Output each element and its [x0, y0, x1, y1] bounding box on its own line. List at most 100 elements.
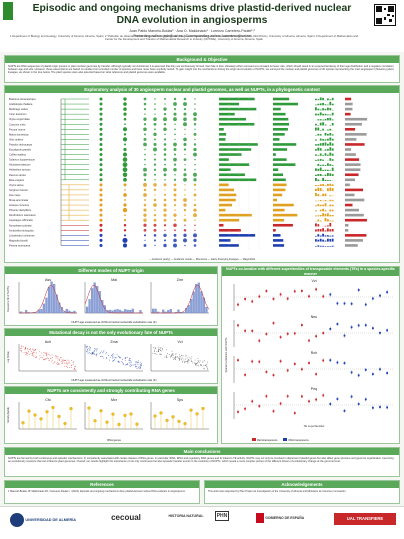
scatter-point	[129, 365, 131, 367]
hist-bar	[315, 184, 317, 187]
scatter-point	[71, 360, 72, 362]
scatter-point	[174, 353, 176, 355]
scatter-point	[31, 355, 33, 357]
bubble	[183, 117, 187, 122]
hist-bar	[317, 245, 320, 247]
hist-bar	[317, 147, 320, 151]
species-label: Malus domestica	[9, 132, 29, 136]
scatter-point	[207, 361, 208, 363]
bubble	[143, 193, 147, 197]
te-point	[336, 323, 339, 325]
scatter-point	[177, 357, 179, 359]
species-label: Musa acuminata	[9, 198, 29, 202]
hist-bar	[327, 138, 329, 141]
hist-bar	[25, 310, 28, 314]
scatter-point	[100, 356, 101, 358]
bubble	[173, 117, 177, 122]
bubble	[183, 177, 187, 182]
genome-dot	[99, 122, 103, 126]
bubble	[193, 193, 197, 197]
scatter-point	[57, 358, 59, 360]
scatter-point	[140, 364, 142, 366]
te-point	[343, 409, 346, 412]
scatter-point	[193, 362, 195, 364]
size-bar	[219, 183, 229, 187]
count-bar	[273, 133, 285, 136]
scatter-point	[42, 355, 44, 357]
scatter-point	[29, 349, 31, 351]
hist-bar	[96, 286, 99, 314]
te-bar	[345, 198, 365, 202]
hist-bar	[327, 225, 329, 227]
te-point	[272, 410, 275, 413]
scatter-point	[200, 365, 202, 366]
corner-decoration	[3, 2, 13, 20]
bubble	[184, 224, 186, 226]
bubble	[153, 142, 157, 146]
scatter-point	[33, 355, 35, 357]
hist-bar	[324, 124, 327, 126]
scatter-point	[182, 355, 184, 357]
hist-bar	[319, 209, 322, 212]
hist-bar	[317, 185, 320, 187]
hist-bar	[331, 209, 334, 212]
bubble	[143, 117, 147, 121]
bubble	[163, 167, 167, 172]
bubble	[143, 178, 147, 181]
mut-plot-title: Ach	[45, 340, 51, 344]
hist-bar	[324, 203, 327, 207]
hist-bar	[327, 173, 329, 176]
scatter-point	[66, 361, 67, 363]
bubble	[183, 102, 187, 107]
scatter-point	[171, 350, 173, 352]
scatter-point	[156, 354, 158, 355]
size-bar	[219, 97, 255, 101]
bubble	[183, 198, 187, 202]
bubble	[144, 113, 146, 115]
hist-bar	[322, 204, 324, 207]
scatter-point	[156, 351, 158, 353]
lollipop-dot	[117, 422, 121, 426]
lollipop-dot	[135, 422, 139, 426]
scatter-point	[134, 366, 136, 368]
genome-dot	[99, 228, 103, 232]
hist-bar	[331, 159, 334, 161]
scatter-point	[86, 350, 88, 352]
hist-bar	[329, 238, 332, 242]
bubble	[164, 133, 166, 136]
te-point	[301, 368, 303, 371]
scatter-point	[160, 350, 161, 352]
te-point	[265, 290, 268, 292]
scatter-point	[56, 362, 58, 364]
hist-bar	[319, 220, 322, 222]
scatter-point	[181, 359, 183, 361]
bubble	[193, 178, 197, 182]
te-point	[251, 360, 254, 363]
hist-bar	[329, 132, 332, 136]
te-point	[372, 406, 374, 409]
scatter-point	[186, 361, 188, 363]
hist-bar	[331, 238, 334, 242]
scatter-point	[175, 353, 177, 355]
hist-bar	[319, 164, 322, 166]
bubble	[184, 153, 186, 156]
scatter-point	[118, 356, 120, 358]
size-bar	[219, 168, 231, 171]
nupt-dot	[123, 219, 127, 222]
hist-bar	[324, 113, 327, 116]
te-point	[364, 303, 367, 306]
scatter-point	[174, 357, 176, 359]
species-label: Prunus mume	[9, 127, 26, 131]
hist-bar	[317, 159, 320, 161]
hist-bar	[319, 188, 322, 192]
te-point	[293, 363, 296, 365]
hist-bar	[324, 165, 327, 166]
hist-bar	[327, 228, 329, 232]
bubble	[154, 179, 156, 181]
hist-bar	[331, 229, 334, 232]
te-point	[357, 374, 360, 377]
te-point	[386, 372, 388, 374]
bubble	[144, 153, 146, 156]
bubble	[173, 183, 177, 187]
hist-bar	[319, 134, 322, 136]
